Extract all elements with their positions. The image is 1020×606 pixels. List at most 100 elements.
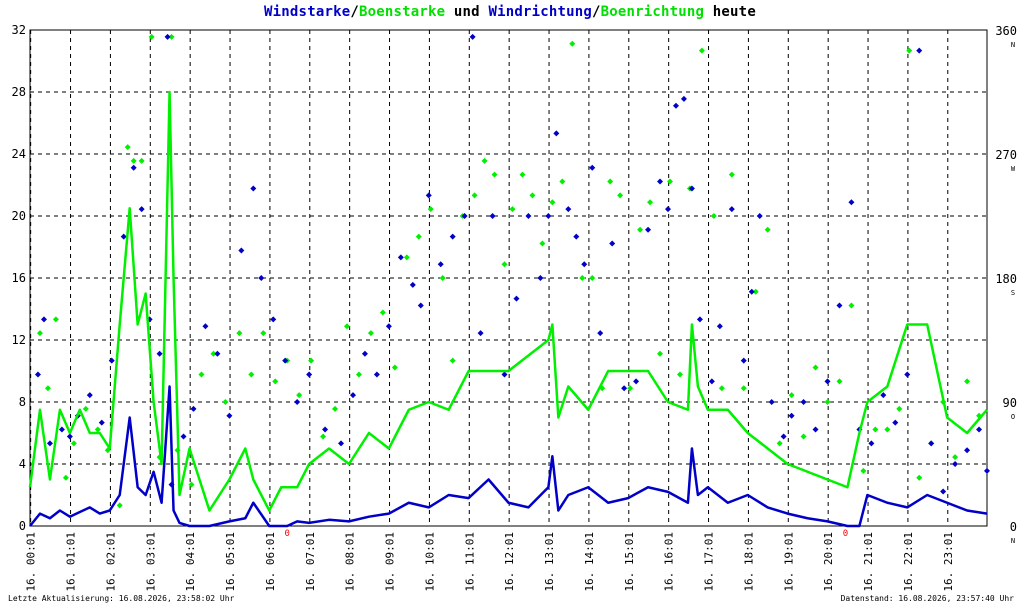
wind-direction-point: [672, 102, 679, 109]
wind-direction-point: [645, 226, 652, 233]
wind-direction-point: [156, 350, 163, 357]
wind-direction-point: [425, 192, 432, 199]
x-tick-label: 16. 09:01: [384, 532, 397, 592]
wind-direction-point: [928, 440, 935, 447]
gust-direction-point: [627, 385, 634, 392]
title-gust-speed: Boenstarke: [358, 4, 446, 20]
gust-direction-point: [509, 206, 516, 213]
gust-direction-point: [740, 385, 747, 392]
wind-direction-point: [728, 206, 735, 213]
wind-direction-point: [657, 178, 664, 185]
y-right-compass-letter: N: [1011, 41, 1015, 49]
wind-direction-point: [322, 426, 329, 433]
x-tick-label: 16. 02:01: [104, 532, 117, 592]
zero-marker: 0: [843, 529, 848, 539]
gust-direction-point: [647, 199, 654, 206]
wind-direction-point: [952, 461, 959, 467]
grid-lines: [30, 29, 987, 527]
wind-direction-point: [258, 275, 265, 281]
gust-direction-point: [607, 178, 614, 185]
x-tick-label: 16. 01:01: [65, 532, 78, 592]
wind-direction-point: [553, 130, 560, 137]
wind-speed-line: [29, 385, 988, 528]
wind-direction-point: [892, 419, 899, 426]
gust-direction-point: [248, 371, 255, 378]
x-tick-label: 16. 21:01: [862, 532, 875, 592]
gust-direction-point: [788, 392, 795, 399]
wind-direction-point: [469, 33, 476, 40]
gust-direction-point: [52, 316, 59, 323]
wind-direction-point: [768, 399, 775, 405]
x-tick-label: 16. 03:01: [144, 532, 157, 592]
x-tick-label: 16. 04:01: [184, 532, 197, 592]
y-right-tick-label: 90: [1003, 396, 1017, 410]
gust-direction-point: [320, 433, 327, 440]
x-tick-label: 16. 14:01: [583, 532, 596, 592]
wind-direction-point: [138, 206, 145, 213]
gust-direction-point: [848, 302, 855, 309]
wind-direction-point: [385, 323, 392, 330]
x-tick-label: 16. 20:01: [822, 532, 835, 592]
y-tick-label: 0: [19, 519, 26, 533]
wind-direction-point: [86, 392, 93, 399]
gust-direction-point: [824, 399, 831, 405]
x-tick-label: 16. 05:01: [224, 532, 237, 592]
wind-direction-point: [688, 185, 695, 192]
data-timestamp-text: Datenstand: 16.08.2026, 23:57:40 Uhr: [840, 594, 1014, 603]
wind-direction-point: [573, 233, 580, 240]
gust-direction-point: [308, 357, 315, 364]
wind-direction-point: [748, 288, 755, 295]
wind-direction-point: [545, 213, 552, 219]
wind-direction-point: [373, 371, 380, 378]
gust-direction-point: [589, 275, 596, 281]
x-tick-label: 16. 13:01: [543, 532, 556, 592]
y-tick-label: 20: [12, 209, 26, 223]
gust-direction-point: [579, 275, 586, 281]
wind-direction-point: [40, 316, 47, 323]
gust-direction-point: [764, 226, 771, 233]
gust-direction-point: [138, 157, 145, 164]
title-and: und: [445, 4, 489, 20]
gust-direction-point: [272, 378, 279, 385]
wind-direction-point: [214, 350, 221, 357]
gust-direction-point: [36, 330, 43, 337]
gust-direction-point: [391, 364, 398, 371]
y-tick-label: 28: [12, 85, 26, 99]
gust-direction-point: [116, 502, 123, 509]
gust-direction-point: [637, 226, 644, 233]
wind-direction-point: [461, 213, 468, 219]
wind-direction-point: [294, 399, 301, 405]
y-axis-left-labels: 0 4 8 12 16 20 24 28 32: [12, 23, 26, 533]
gust-direction-point: [812, 364, 819, 371]
gust-direction-point: [367, 330, 374, 337]
y-right-tick-label: 360: [995, 24, 1017, 38]
y-right-tick-label: 270: [995, 148, 1017, 162]
gust-direction-point: [260, 330, 267, 337]
wind-direction-point: [976, 426, 983, 433]
x-tick-label: 16. 10:01: [423, 532, 436, 592]
wind-direction-point: [417, 302, 424, 309]
wind-direction-point: [437, 261, 444, 268]
gust-direction-point: [569, 40, 576, 47]
gust-direction-point: [210, 350, 217, 357]
wind-direction-point: [164, 33, 171, 40]
wind-direction-point: [190, 405, 197, 412]
wind-direction-point: [621, 385, 628, 392]
title-wind-speed: Windstarke: [264, 4, 351, 20]
wind-direction-point: [716, 323, 723, 330]
gust-direction-point: [188, 481, 195, 488]
y-right-tick-label: 0: [1010, 520, 1017, 534]
x-tick-label: 16. 06:01: [264, 532, 277, 592]
gust-direction-point: [222, 399, 229, 405]
x-tick-label: 16. 23:01: [942, 532, 955, 592]
last-update-text: Letzte Aktualisierung: 16.08.2026, 23:58…: [8, 594, 235, 603]
gust-direction-point: [698, 47, 705, 54]
gust-speed-line: [28, 90, 988, 512]
y-right-compass-letter: O: [1011, 413, 1015, 421]
gust-direction-point: [617, 192, 624, 199]
gust-direction-point: [94, 426, 101, 433]
gust-direction-point: [964, 378, 971, 385]
gust-direction-point: [62, 474, 69, 481]
wind-direction-point: [964, 447, 971, 454]
gust-direction-point: [529, 192, 536, 199]
